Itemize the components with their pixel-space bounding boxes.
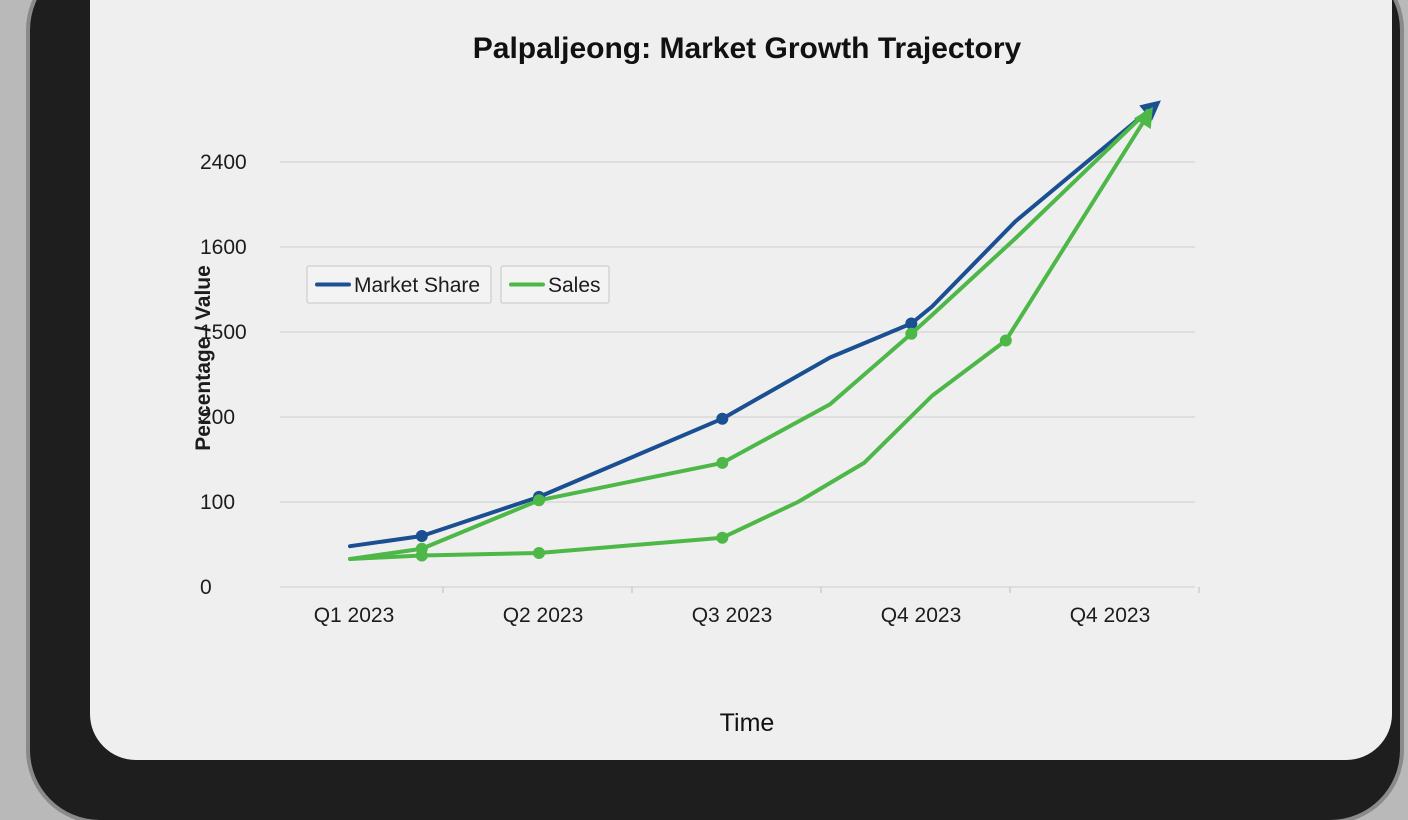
series-sales [348,109,1150,561]
device-frame: Palpaljeong: Market Growth Trajectory 0 1… [30,0,1400,820]
data-point [533,547,545,559]
chart-screen: Palpaljeong: Market Growth Trajectory 0 1… [90,0,1392,760]
series-market-share [348,100,1161,549]
y-tick-label: 2400 [200,151,247,174]
data-point [533,494,545,507]
y-tick-label: 0 [200,576,212,599]
y-tick-label: 1500 [200,321,247,344]
legend-entry-market-share[interactable]: Market Share [306,265,492,304]
data-point [415,530,428,542]
x-axis-label: Time [720,709,775,737]
series-group [348,100,1161,562]
line-chart: Palpaljeong: Market Growth Trajectory 0 1… [192,32,1200,737]
grid-lines [280,161,1195,588]
x-axis-ticks: Q1 2023 Q2 2023 Q3 2023 Q4 2023 Q4 2023 [314,587,1200,627]
legend-label: Sales [548,274,601,297]
x-tick-label: Q3 2023 [692,604,773,627]
legend-entry-sales[interactable]: Sales [500,265,610,304]
y-axis-label: Percentage / Value [192,265,215,451]
series-line [348,109,1150,561]
data-point [716,456,729,469]
data-point [905,327,918,340]
x-tick-label: Q4 2023 [881,604,962,627]
legend-box [500,265,610,304]
y-axis-ticks: 0 100 200 1500 1600 2400 [200,151,247,599]
y-tick-label: 100 [200,491,235,514]
x-tick-label: Q4 2023 [1070,604,1151,627]
series-sales [348,106,1153,562]
series-line [348,106,1153,561]
legend[interactable]: Market Share Sales [306,265,610,304]
x-tick-label: Q1 2023 [314,604,395,627]
chart-title: Palpaljeong: Market Growth Trajectory [473,32,1022,65]
series-line [348,100,1161,549]
data-point [415,549,428,562]
x-tick-label: Q2 2023 [503,604,584,627]
legend-box [306,265,492,304]
y-tick-label: 1600 [200,236,247,259]
data-point [905,317,918,330]
legend-label: Market Share [354,274,480,297]
data-point [999,334,1012,347]
y-tick-label: 200 [200,406,235,429]
data-point [716,531,729,544]
data-point [716,412,729,425]
